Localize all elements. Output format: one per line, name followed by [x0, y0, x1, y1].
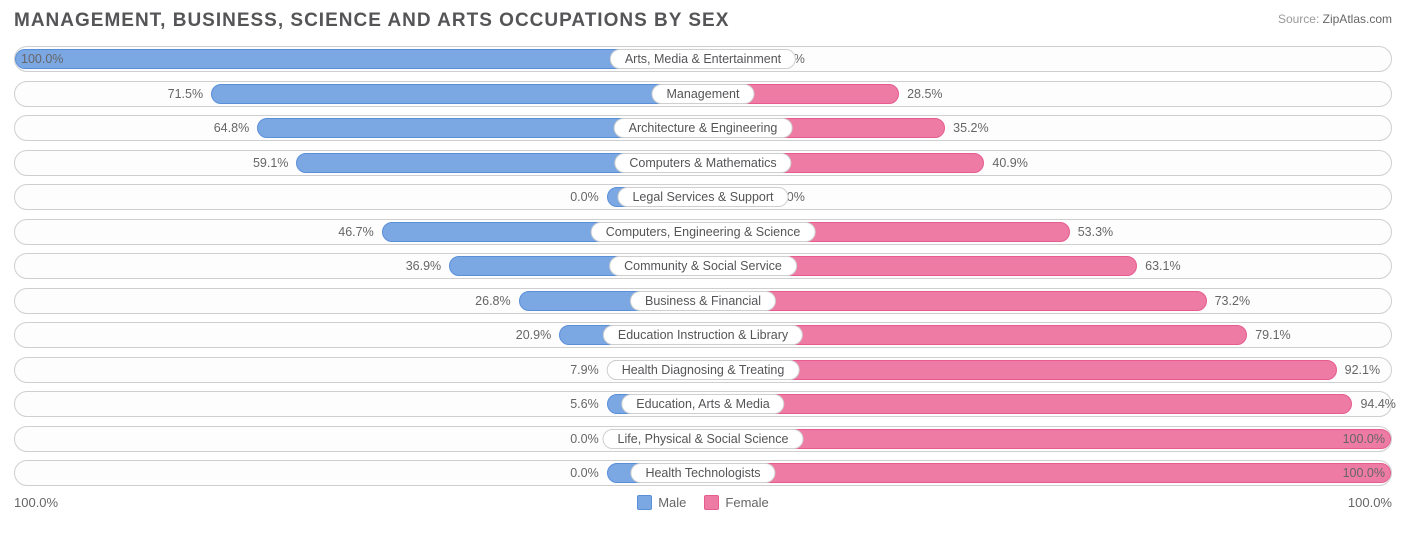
pct-label-male: 36.9% — [406, 259, 441, 273]
bar-female — [703, 291, 1207, 311]
category-label: Management — [652, 84, 755, 104]
pct-label-female: 94.4% — [1360, 397, 1395, 411]
chart-row: 36.9% 63.1% Community & Social Service — [14, 253, 1392, 279]
chart-row: 0.0%0.0%Legal Services & Support — [14, 184, 1392, 210]
bar-female — [703, 394, 1352, 414]
source-name: ZipAtlas.com — [1323, 12, 1392, 26]
chart-source: Source: ZipAtlas.com — [1278, 10, 1392, 26]
category-label: Education Instruction & Library — [603, 325, 803, 345]
bar-female — [703, 463, 1391, 483]
category-label: Arts, Media & Entertainment — [610, 49, 796, 69]
pct-label-female: 35.2% — [953, 121, 988, 135]
pct-label-female: 63.1% — [1145, 259, 1180, 273]
source-label: Source: — [1278, 12, 1319, 26]
chart-row: 71.5% 28.5% Management — [14, 81, 1392, 107]
pct-label-female: 73.2% — [1215, 294, 1250, 308]
category-label: Architecture & Engineering — [614, 118, 793, 138]
pct-label-male: 20.9% — [516, 328, 551, 342]
category-label: Community & Social Service — [609, 256, 797, 276]
pct-label-female: 53.3% — [1078, 225, 1113, 239]
chart-row: 5.6% 94.4% Education, Arts & Media — [14, 391, 1392, 417]
pct-label-male: 7.9% — [570, 363, 599, 377]
chart-row: 46.7% 53.3% Computers, Engineering & Scien… — [14, 219, 1392, 245]
pct-label-male: 26.8% — [475, 294, 510, 308]
legend-swatch-female — [704, 495, 719, 510]
pct-label-female: 40.9% — [992, 156, 1027, 170]
category-label: Computers & Mathematics — [614, 153, 791, 173]
chart-row: 59.1% 40.9% Computers & Mathematics — [14, 150, 1392, 176]
category-label: Life, Physical & Social Science — [603, 429, 804, 449]
chart-row: 7.9% 92.1% Health Diagnosing & Treating — [14, 357, 1392, 383]
pct-label-male: 0.0% — [570, 190, 599, 204]
pct-label-male: 59.1% — [253, 156, 288, 170]
pct-label-female: 79.1% — [1255, 328, 1290, 342]
pct-label-female: 100.0% — [1343, 466, 1385, 480]
pct-label-male: 71.5% — [168, 87, 203, 101]
legend-item-female: Female — [704, 495, 768, 510]
pct-label-male: 46.7% — [338, 225, 373, 239]
category-label: Health Diagnosing & Treating — [607, 360, 800, 380]
category-label: Legal Services & Support — [617, 187, 788, 207]
category-label: Education, Arts & Media — [621, 394, 784, 414]
chart-row: 26.8% 73.2% Business & Financial — [14, 288, 1392, 314]
chart-header: MANAGEMENT, BUSINESS, SCIENCE AND ARTS O… — [14, 10, 1392, 32]
chart-row: 0.0% 100.0% Life, Physical & Social Scienc… — [14, 426, 1392, 452]
chart-row: 64.8% 35.2% Architecture & Engineering — [14, 115, 1392, 141]
pct-label-male: 0.0% — [570, 466, 599, 480]
category-label: Computers, Engineering & Science — [591, 222, 816, 242]
bar-male — [211, 84, 703, 104]
pct-label-male: 64.8% — [214, 121, 249, 135]
category-label: Business & Financial — [630, 291, 776, 311]
pct-label-male: 5.6% — [570, 397, 599, 411]
chart-row: 0.0% 100.0% Health Technologists — [14, 460, 1392, 486]
bar-female — [703, 429, 1391, 449]
pct-label-female: 100.0% — [1343, 432, 1385, 446]
pct-label-female: 28.5% — [907, 87, 942, 101]
pct-label-male: 0.0% — [570, 432, 599, 446]
chart-row: 100.0%0.0%Arts, Media & Entertainment — [14, 46, 1392, 72]
chart-footer: 100.0% Male Female 100.0% — [14, 495, 1392, 510]
legend-label-female: Female — [725, 495, 768, 510]
axis-right-label: 100.0% — [1348, 495, 1392, 510]
axis-left-label: 100.0% — [14, 495, 58, 510]
chart-row: 20.9% 79.1% Education Instruction & Librar… — [14, 322, 1392, 348]
bar-male — [15, 49, 703, 69]
pct-label-female: 92.1% — [1345, 363, 1380, 377]
legend: Male Female — [637, 495, 769, 510]
pct-label-male: 100.0% — [21, 52, 63, 66]
chart-title: MANAGEMENT, BUSINESS, SCIENCE AND ARTS O… — [14, 10, 729, 32]
legend-swatch-male — [637, 495, 652, 510]
category-label: Health Technologists — [630, 463, 775, 483]
diverging-bar-chart: 100.0%0.0%Arts, Media & Entertainment71.… — [14, 46, 1392, 486]
legend-label-male: Male — [658, 495, 686, 510]
legend-item-male: Male — [637, 495, 686, 510]
